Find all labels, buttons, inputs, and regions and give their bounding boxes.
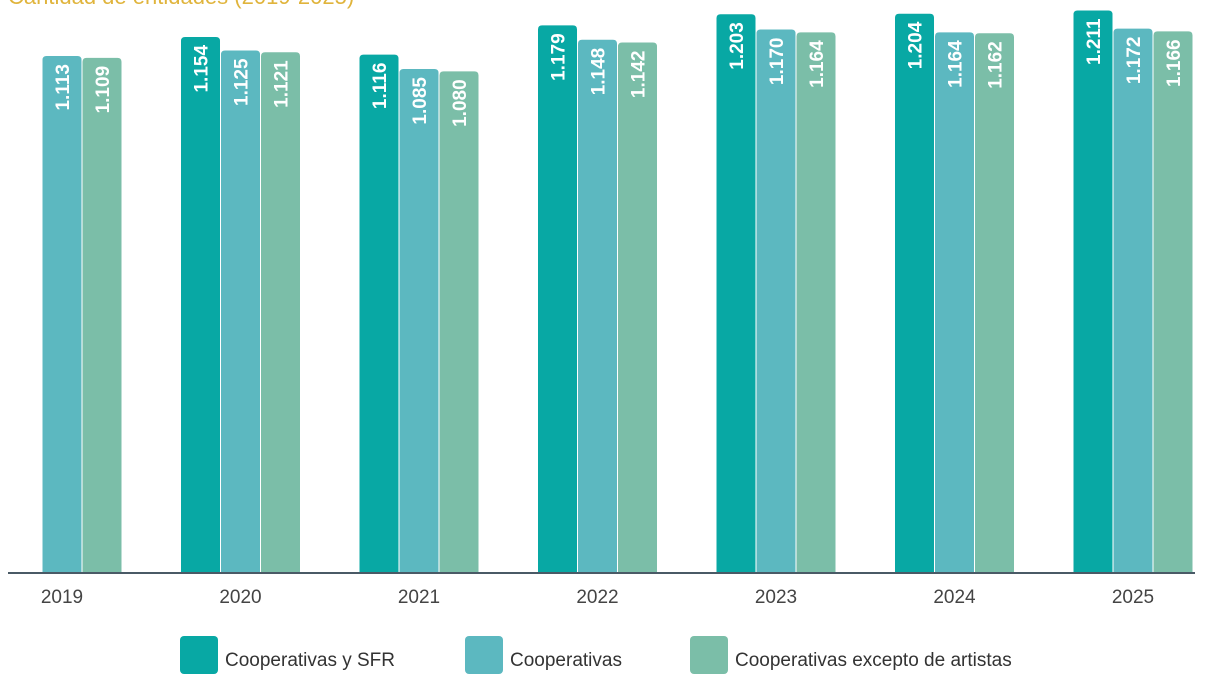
value-label: 1.148	[589, 48, 610, 96]
value-label: 1.164	[807, 40, 828, 88]
x-tick-label: 2023	[755, 587, 797, 608]
legend-swatch	[180, 636, 218, 674]
chart-title: Cantidad de entidades (2019-2025)	[8, 0, 354, 9]
value-label: 1.113	[53, 64, 74, 111]
x-tick-label: 2024	[933, 587, 976, 608]
bar	[895, 13, 934, 573]
bar	[716, 14, 756, 574]
value-label: 1.109	[93, 66, 114, 114]
legend-label: Cooperativas y SFR	[225, 650, 395, 671]
value-label: 1.164	[946, 40, 967, 88]
bar	[1153, 31, 1193, 573]
bar	[1073, 10, 1113, 574]
bar	[221, 50, 260, 573]
legend-swatch	[690, 636, 728, 674]
value-label: 1.172	[1124, 37, 1145, 85]
bar	[935, 32, 974, 573]
value-label: 1.211	[1084, 18, 1105, 65]
x-tick-label: 2020	[219, 587, 261, 608]
value-label: 1.121	[272, 60, 293, 108]
x-tick-label: 2025	[1112, 587, 1154, 608]
bar	[756, 29, 796, 574]
value-label: 1.142	[629, 51, 650, 99]
bar	[618, 42, 657, 573]
x-tick-label: 2021	[398, 587, 440, 608]
x-tick-label: 2022	[576, 587, 618, 608]
bar	[359, 54, 399, 574]
bar	[538, 25, 577, 574]
value-label: 1.085	[410, 77, 431, 125]
bar	[399, 69, 439, 573]
value-label: 1.154	[192, 45, 213, 93]
legend-swatch	[465, 636, 503, 674]
legend-label: Cooperativas	[510, 650, 622, 671]
value-label: 1.080	[450, 79, 471, 127]
x-tick-label: 2019	[41, 587, 83, 608]
value-label: 1.204	[906, 21, 927, 69]
value-label: 1.166	[1164, 39, 1185, 87]
value-label: 1.116	[370, 63, 391, 109]
bar	[796, 32, 836, 573]
bar	[42, 56, 82, 574]
value-label: 1.203	[727, 22, 748, 70]
legend-label: Cooperativas excepto de artistas	[735, 650, 1012, 671]
bar	[578, 39, 617, 573]
bar	[439, 71, 479, 573]
bar	[82, 57, 122, 573]
bar	[261, 52, 300, 573]
bar	[975, 33, 1014, 574]
value-label: 1.179	[549, 33, 570, 81]
bar	[181, 36, 220, 574]
value-label: 1.170	[767, 38, 788, 86]
value-label: 1.125	[232, 58, 253, 106]
value-label: 1.162	[986, 41, 1007, 89]
bar	[1113, 28, 1153, 573]
